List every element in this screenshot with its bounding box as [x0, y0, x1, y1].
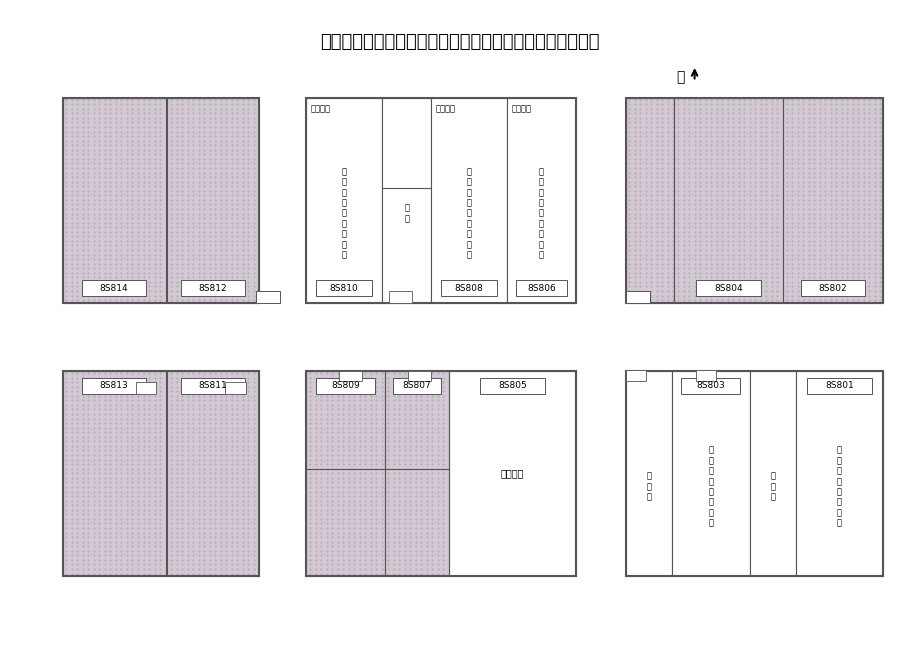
- Bar: [180, 378, 244, 394]
- Bar: [62, 371, 165, 576]
- Text: 仪
器: 仪 器: [403, 204, 409, 223]
- Bar: [306, 98, 575, 303]
- Text: 微
生
物
实
验
室
（
一
）: 微 生 物 实 验 室 （ 一 ）: [341, 167, 346, 259]
- Bar: [381, 98, 431, 303]
- Text: 8S810: 8S810: [329, 284, 358, 292]
- Bar: [625, 370, 645, 381]
- Bar: [696, 280, 760, 296]
- Bar: [625, 98, 674, 303]
- Bar: [167, 371, 258, 576]
- Text: 北: 北: [675, 70, 685, 85]
- Bar: [338, 371, 361, 381]
- Text: 8S813: 8S813: [99, 381, 129, 390]
- Bar: [515, 280, 567, 296]
- Text: 微
生
物
实
验
室
（
三
）: 微 生 物 实 验 室 （ 三 ）: [539, 167, 543, 259]
- Bar: [389, 291, 412, 303]
- Text: 8S812: 8S812: [199, 284, 227, 292]
- Bar: [82, 378, 146, 394]
- Bar: [82, 280, 146, 296]
- Text: 8S802: 8S802: [818, 284, 846, 292]
- Text: 8S805: 8S805: [497, 381, 527, 390]
- Text: 西北农林科技大学生物学实验室八号教学楼八层平面布置图: 西北农林科技大学生物学实验室八号教学楼八层平面布置图: [320, 33, 599, 51]
- Bar: [167, 371, 258, 576]
- Bar: [695, 370, 715, 381]
- Bar: [625, 291, 649, 303]
- Bar: [674, 98, 782, 303]
- Bar: [392, 378, 440, 394]
- Bar: [671, 371, 749, 576]
- Text: 生物工程: 生物工程: [511, 104, 531, 113]
- Text: 8S806: 8S806: [527, 284, 555, 292]
- Bar: [62, 98, 165, 303]
- Bar: [306, 371, 575, 576]
- Bar: [800, 280, 865, 296]
- Bar: [625, 98, 882, 303]
- Text: 生物工程: 生物工程: [436, 104, 456, 113]
- Bar: [384, 371, 448, 576]
- Bar: [448, 371, 575, 576]
- Text: 办
公
室: 办 公 室: [645, 472, 651, 501]
- Bar: [384, 371, 448, 576]
- Bar: [167, 98, 258, 303]
- Text: 生
工
实
验
室
（
二
）: 生 工 实 验 室 （ 二 ）: [836, 446, 841, 527]
- Bar: [625, 371, 882, 576]
- Bar: [62, 371, 165, 576]
- Bar: [315, 280, 372, 296]
- Text: 8S807: 8S807: [402, 381, 431, 390]
- Bar: [625, 371, 671, 576]
- Bar: [180, 280, 244, 296]
- Text: 8S808: 8S808: [454, 284, 483, 292]
- Bar: [316, 378, 374, 394]
- Text: 8S803: 8S803: [696, 381, 724, 390]
- Bar: [749, 371, 795, 576]
- Bar: [480, 378, 544, 394]
- Bar: [62, 98, 165, 303]
- Text: 仪
器
室: 仪 器 室: [769, 472, 775, 501]
- Bar: [674, 98, 782, 303]
- Text: 8S814: 8S814: [99, 284, 129, 292]
- Text: 8S811: 8S811: [199, 381, 227, 390]
- Text: 微
生
物
实
验
室
（
二
）: 微 生 物 实 验 室 （ 二 ）: [466, 167, 471, 259]
- Bar: [782, 98, 882, 303]
- Bar: [440, 280, 497, 296]
- Bar: [62, 98, 258, 303]
- Bar: [782, 98, 882, 303]
- Text: 植物化学: 植物化学: [500, 469, 524, 478]
- Bar: [407, 371, 430, 381]
- Bar: [255, 291, 279, 303]
- Bar: [795, 371, 882, 576]
- Bar: [306, 371, 384, 576]
- Bar: [167, 98, 258, 303]
- Bar: [306, 98, 381, 303]
- Text: 8S804: 8S804: [713, 284, 743, 292]
- Bar: [306, 371, 384, 576]
- Bar: [431, 98, 506, 303]
- Bar: [681, 378, 739, 394]
- Text: 8S801: 8S801: [824, 381, 853, 390]
- Text: 8S809: 8S809: [331, 381, 359, 390]
- Bar: [225, 382, 245, 394]
- Bar: [62, 371, 258, 576]
- Bar: [625, 98, 674, 303]
- Bar: [136, 382, 156, 394]
- Bar: [807, 378, 871, 394]
- Bar: [506, 98, 575, 303]
- Text: 生物工程: 生物工程: [311, 104, 331, 113]
- Text: 生
工
实
验
室
（
一
）: 生 工 实 验 室 （ 一 ）: [708, 446, 712, 527]
